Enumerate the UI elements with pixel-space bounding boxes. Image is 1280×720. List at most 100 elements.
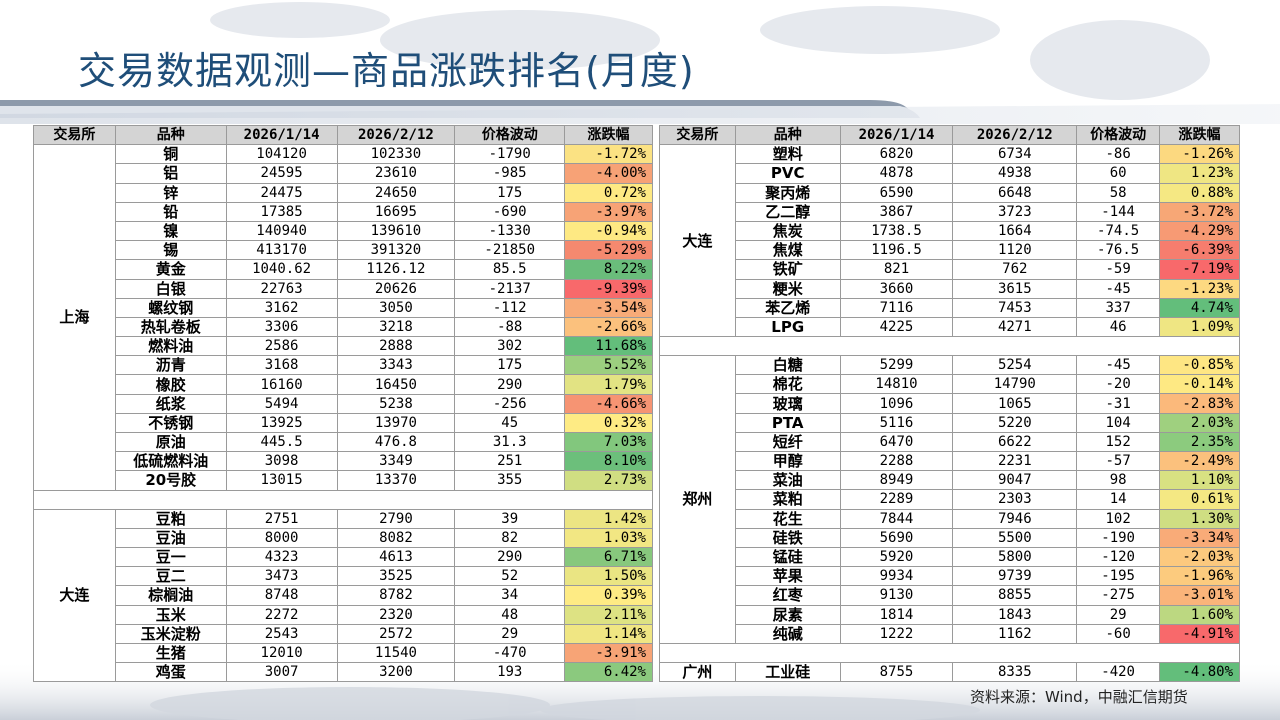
product-cell: 豆粕 xyxy=(114,508,227,529)
price-start-cell: 4878 xyxy=(839,163,954,184)
price-start-cell: 4225 xyxy=(839,316,954,338)
pct-change-cell: -3.97% xyxy=(564,201,653,222)
table-row: 热轧卷板 3306 3218 -88 -2.66% xyxy=(34,316,653,338)
product-cell: 黄金 xyxy=(114,259,227,280)
pct-change-cell: 6.42% xyxy=(564,662,653,683)
pct-change-cell: -1.23% xyxy=(1159,278,1240,299)
pct-change-cell: 1.23% xyxy=(1159,163,1240,184)
header-exchange: 交易所 xyxy=(33,124,116,146)
price-start-cell: 2751 xyxy=(225,508,338,529)
price-start-cell: 3162 xyxy=(225,297,338,318)
price-change-cell: 48 xyxy=(454,604,566,625)
product-cell: 玉米 xyxy=(114,604,227,625)
price-change-cell: -120 xyxy=(1076,546,1161,568)
exchange-cell: 郑州 xyxy=(659,355,736,644)
price-start-cell: 24475 xyxy=(225,182,338,203)
header-price-change: 价格波动 xyxy=(454,124,566,146)
price-start-cell: 5116 xyxy=(839,412,954,433)
header-date-1: 2026/1/14 xyxy=(839,124,954,146)
header-date-1: 2026/1/14 xyxy=(225,124,338,146)
price-start-cell: 140940 xyxy=(225,220,338,242)
product-cell: 热轧卷板 xyxy=(114,316,227,338)
table-row: 玻璃 1096 1065 -31 -2.83% xyxy=(660,393,1240,414)
pct-change-cell: -4.80% xyxy=(1159,661,1240,683)
table-row: 沥青 3168 3343 175 5.52% xyxy=(34,355,653,376)
table-row: 大连 塑料 6820 6734 -86 -1.26% xyxy=(659,144,1240,338)
product-cell: 棉花 xyxy=(734,374,841,395)
product-cell: 乙二醇 xyxy=(734,201,841,222)
table-row: 聚丙烯 6590 6648 58 0.88% xyxy=(660,182,1240,203)
price-change-cell: -420 xyxy=(1076,661,1161,683)
price-end-cell: 2303 xyxy=(952,489,1078,510)
header-date-2: 2026/2/12 xyxy=(952,124,1078,146)
price-start-cell: 3660 xyxy=(839,278,954,299)
price-change-cell: -256 xyxy=(454,393,566,414)
price-start-cell: 2289 xyxy=(839,489,954,510)
header-product: 品种 xyxy=(734,124,841,146)
price-end-cell: 4613 xyxy=(336,546,456,568)
price-change-cell: -1790 xyxy=(454,144,566,165)
product-cell: 纯碱 xyxy=(734,623,841,644)
price-start-cell: 7844 xyxy=(839,508,954,529)
price-start-cell: 13015 xyxy=(225,470,338,491)
product-cell: 焦煤 xyxy=(734,240,841,261)
table-row: PTA 5116 5220 104 2.03% xyxy=(660,412,1240,433)
price-start-cell: 9934 xyxy=(839,566,954,587)
pct-change-cell: 0.61% xyxy=(1159,489,1240,510)
product-cell: 白银 xyxy=(114,278,227,299)
price-start-cell: 3867 xyxy=(839,201,954,222)
pct-change-cell: -0.85% xyxy=(1159,355,1240,376)
price-change-cell: -985 xyxy=(454,163,566,184)
price-change-cell: 104 xyxy=(1076,412,1161,433)
price-start-cell: 2288 xyxy=(839,450,954,472)
price-end-cell: 24650 xyxy=(336,182,456,203)
price-change-cell: -2137 xyxy=(454,278,566,299)
pct-change-cell: 2.03% xyxy=(1159,412,1240,433)
table-row: 焦煤 1196.5 1120 -76.5 -6.39% xyxy=(660,240,1240,261)
pct-change-cell: -2.03% xyxy=(1159,546,1240,568)
price-change-cell: 102 xyxy=(1076,508,1161,529)
table-row: 广州 工业硅 8755 8335 -420 -4.80% xyxy=(659,661,1240,683)
price-change-cell: 98 xyxy=(1076,470,1161,491)
price-end-cell: 5254 xyxy=(952,355,1078,376)
price-end-cell: 7946 xyxy=(952,508,1078,529)
price-end-cell: 20626 xyxy=(336,278,456,299)
product-cell: 螺纹钢 xyxy=(114,297,227,318)
price-end-cell: 5500 xyxy=(952,527,1078,548)
price-start-cell: 445.5 xyxy=(225,431,338,453)
pct-change-cell: -4.91% xyxy=(1159,623,1240,644)
pct-change-cell: 0.39% xyxy=(564,585,653,606)
price-change-cell: -275 xyxy=(1076,585,1161,606)
price-start-cell: 1738.5 xyxy=(839,220,954,242)
pct-change-cell: 1.10% xyxy=(1159,470,1240,491)
table-row: 玉米淀粉 2543 2572 29 1.14% xyxy=(34,623,653,644)
price-end-cell: 1120 xyxy=(952,240,1078,261)
table-row: LPG 4225 4271 46 1.09% xyxy=(660,316,1240,338)
product-cell: 燃料油 xyxy=(114,336,227,357)
price-start-cell: 5920 xyxy=(839,546,954,568)
price-change-cell: 290 xyxy=(454,546,566,568)
price-change-cell: -470 xyxy=(454,642,566,664)
price-end-cell: 13370 xyxy=(336,470,456,491)
price-end-cell: 7453 xyxy=(952,297,1078,318)
pct-change-cell: 2.35% xyxy=(1159,431,1240,453)
header-price-change: 价格波动 xyxy=(1076,124,1161,146)
pct-change-cell: 5.52% xyxy=(564,355,653,376)
price-end-cell: 11540 xyxy=(336,642,456,664)
table-row: 大连 豆粕 2751 2790 39 1.42% xyxy=(33,508,653,683)
spacer-row xyxy=(33,489,653,510)
pct-change-cell: 0.72% xyxy=(564,182,653,203)
pct-change-cell: -3.72% xyxy=(1159,201,1240,222)
pct-change-cell: 4.74% xyxy=(1159,297,1240,318)
price-change-cell: -74.5 xyxy=(1076,220,1161,242)
pct-change-cell: -9.39% xyxy=(564,278,653,299)
table-row: 红枣 9130 8855 -275 -3.01% xyxy=(660,585,1240,606)
product-cell: 纸浆 xyxy=(114,393,227,414)
table-row: 豆二 3473 3525 52 1.50% xyxy=(34,566,653,587)
price-change-cell: -21850 xyxy=(454,240,566,261)
price-end-cell: 3723 xyxy=(952,201,1078,222)
product-cell: 玉米淀粉 xyxy=(114,623,227,644)
price-end-cell: 2320 xyxy=(336,604,456,625)
price-change-cell: 82 xyxy=(454,527,566,548)
price-end-cell: 3050 xyxy=(336,297,456,318)
